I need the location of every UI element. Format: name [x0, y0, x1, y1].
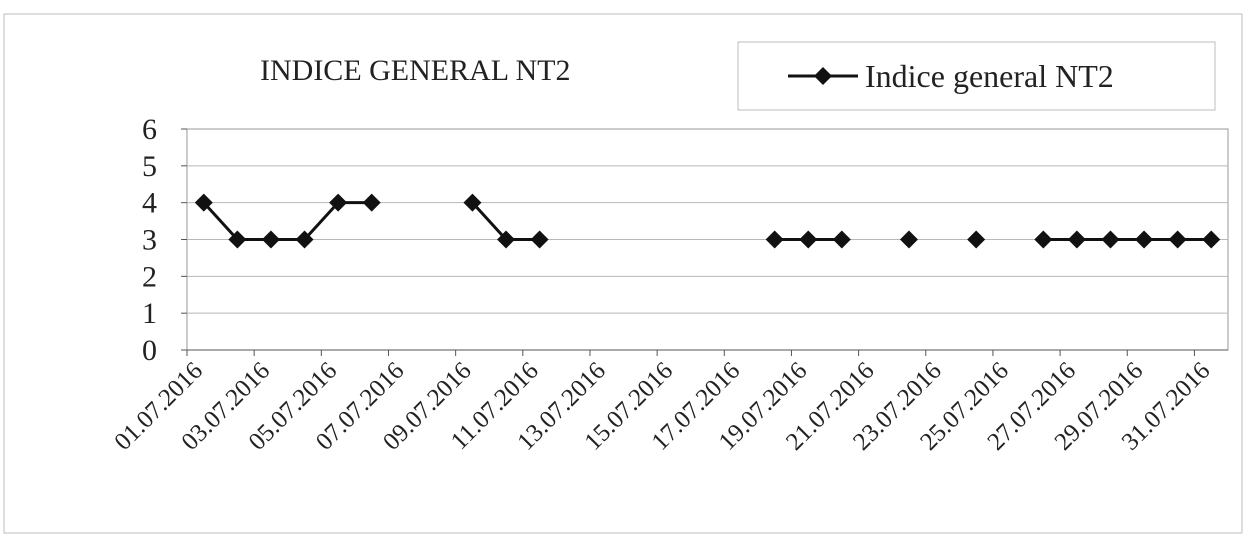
data-point-marker — [228, 230, 247, 249]
data-point-marker — [1202, 230, 1221, 249]
y-tick-label: 1 — [142, 297, 157, 330]
data-point-marker — [1135, 230, 1154, 249]
series-line-segment — [303, 201, 340, 241]
chart-title: INDICE GENERAL NT2 — [260, 54, 571, 87]
data-point-marker — [899, 230, 918, 249]
data-point-marker — [765, 230, 784, 249]
series-line-segment — [202, 201, 239, 241]
data-point-marker — [967, 230, 986, 249]
data-point-marker — [497, 230, 516, 249]
data-point-marker — [1034, 230, 1053, 249]
series-line-segment — [471, 201, 508, 241]
legend: Indice general NT2 — [737, 41, 1216, 111]
data-point-marker — [1101, 230, 1120, 249]
data-point-marker — [1168, 230, 1187, 249]
y-tick-label: 3 — [142, 224, 157, 257]
y-tick-label: 5 — [142, 150, 157, 183]
legend-box — [737, 41, 1216, 111]
data-point-marker — [295, 230, 314, 249]
y-tick-label: 0 — [142, 334, 157, 367]
data-point-marker — [261, 230, 280, 249]
data-point-marker — [463, 193, 482, 212]
data-point-marker — [832, 230, 851, 249]
y-tick-label: 6 — [142, 113, 157, 146]
data-point-marker — [194, 193, 213, 212]
legend-entry-label: Indice general NT2 — [865, 58, 1114, 94]
y-tick-label: 2 — [142, 260, 157, 293]
data-point-marker — [329, 193, 348, 212]
data-point-marker — [1067, 230, 1086, 249]
chart-area-border — [3, 13, 1243, 534]
plot-area: 012345601.07.201603.07.201605.07.201607.… — [109, 113, 1229, 456]
legend-marker-sample — [814, 67, 832, 85]
y-tick-label: 4 — [142, 187, 157, 220]
data-point-marker — [799, 230, 818, 249]
data-point-marker — [530, 230, 549, 249]
data-point-marker — [362, 193, 381, 212]
